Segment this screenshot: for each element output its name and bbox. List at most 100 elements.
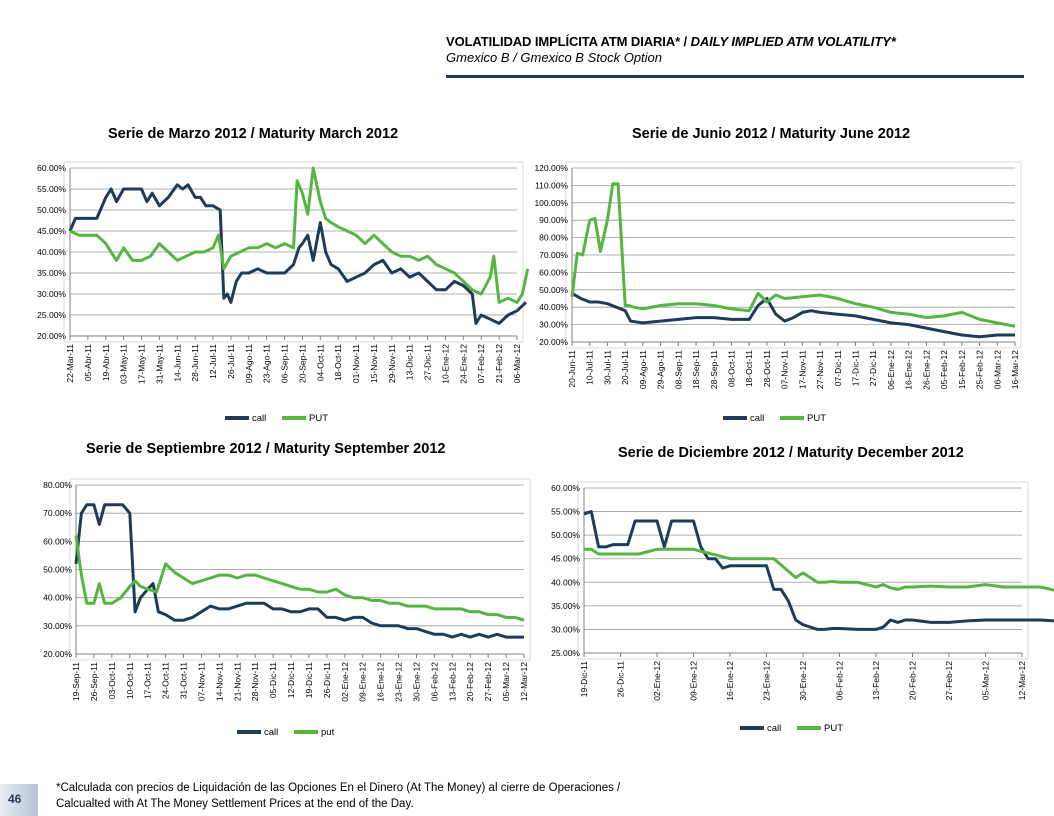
x-tick-label: 21-Feb-12	[494, 344, 504, 383]
plot-frame	[565, 161, 1022, 349]
x-tick-label: 16-Ene-12	[376, 662, 386, 702]
x-tick-label: 07-Dic-11	[833, 350, 843, 386]
x-tick-label: 20-Jul-11	[620, 350, 630, 385]
x-tick-label: 23-Ene-12	[394, 662, 404, 702]
x-tick-label: 23-Ago-11	[262, 344, 272, 383]
x-tick-label: 02-Ene-12	[652, 661, 662, 701]
page-number-tab	[0, 784, 38, 816]
x-tick-label: 27-Feb-12	[944, 661, 954, 700]
x-tick-label: 05-Dic-11	[268, 662, 278, 698]
y-tick-label: 55.00%	[37, 184, 66, 194]
x-tick-label: 12-Mar-12	[519, 662, 529, 701]
y-tick-label: 70.00%	[539, 250, 568, 260]
x-tick-label: 30-Ene-12	[798, 661, 808, 701]
chart-december: Serie de Diciembre 2012 / Maturity Decem…	[551, 445, 1054, 734]
series-line-put	[69, 166, 530, 304]
x-tick-label: 14-Nov-11	[214, 662, 224, 701]
x-tick-label: 05-Mar-12	[981, 661, 991, 700]
x-tick-label: 28-Nov-11	[250, 662, 260, 701]
x-tick-label: 05-Abr-11	[83, 344, 93, 381]
x-tick-label: 10-Oct-11	[125, 662, 135, 699]
page-number: 46	[8, 792, 22, 806]
x-tick-label: 26-Jul-11	[226, 344, 236, 379]
header-rule	[446, 75, 1024, 78]
legend-label-call: call	[767, 723, 781, 734]
x-tick-label: 18-Sep-11	[691, 350, 701, 389]
x-tick-label: 09-Ago-11	[638, 350, 648, 389]
y-tick-label: 30.00%	[37, 289, 66, 299]
x-tick-label: 08-Sep-11	[673, 350, 683, 389]
y-tick-label: 30.00%	[551, 624, 580, 634]
y-tick-label: 110.00%	[535, 180, 568, 190]
x-tick-label: 19-Dic-11	[304, 662, 314, 698]
x-tick-label: 20-Jun-11	[567, 350, 577, 388]
x-tick-label: 17-Oct-11	[143, 662, 153, 699]
plot-frame	[69, 478, 531, 661]
x-tick-label: 07-Nov-11	[780, 350, 790, 389]
y-tick-label: 50.00%	[43, 565, 72, 575]
x-tick-label: 15-Nov-11	[369, 344, 379, 383]
x-tick-label: 20-Feb-12	[465, 662, 475, 701]
x-tick-label: 10-Ene-12	[440, 344, 450, 384]
series-line-call	[68, 183, 527, 325]
series-line-call	[583, 510, 1054, 631]
x-tick-label: 03-Oct-11	[107, 662, 117, 699]
chart-title: Serie de Diciembre 2012 / Maturity Decem…	[618, 445, 964, 461]
x-tick-label: 05-Feb-12	[939, 350, 949, 389]
page-subtitle: Gmexico B / Gmexico B Stock Option	[446, 50, 663, 65]
y-tick-label: 35.00%	[37, 268, 66, 278]
series-line-call	[74, 503, 524, 639]
x-tick-label: 13-Feb-12	[447, 662, 457, 701]
legend-label-put: PUT	[309, 413, 328, 424]
legend-label-call: call	[252, 413, 266, 424]
x-tick-label: 31-Oct-11	[179, 662, 189, 699]
x-tick-label: 10-Jul-11	[585, 350, 595, 385]
x-tick-label: 09-Ene-12	[689, 661, 699, 701]
x-tick-label: 28-Oct-11	[762, 350, 772, 387]
x-tick-label: 05-Mar-12	[501, 662, 511, 701]
chart-title: Serie de Marzo 2012 / Maturity March 201…	[108, 126, 398, 142]
y-tick-label: 25.00%	[551, 648, 580, 658]
y-tick-label: 20.00%	[37, 331, 66, 341]
y-tick-label: 40.00%	[551, 577, 580, 587]
y-tick-label: 55.00%	[551, 507, 580, 517]
x-tick-label: 20-Feb-12	[908, 661, 918, 700]
x-tick-label: 19-Abr-11	[101, 344, 111, 381]
y-tick-label: 60.00%	[539, 267, 568, 277]
x-tick-label: 18-Oct-11	[333, 344, 343, 381]
x-tick-label: 08-Oct-11	[726, 350, 736, 387]
chart-june: Serie de Junio 2012 / Maturity June 2012…	[534, 126, 1022, 424]
x-tick-label: 19-Sep-11	[71, 662, 81, 701]
x-tick-label: 31-May-11	[154, 344, 164, 384]
x-tick-label: 27-Dic-11	[868, 350, 878, 386]
x-tick-label: 15-Feb-12	[957, 350, 967, 389]
y-tick-label: 40.00%	[37, 247, 66, 257]
x-tick-label: 23-Ene-12	[762, 661, 772, 701]
y-tick-label: 50.00%	[551, 530, 580, 540]
x-tick-label: 12-Dic-11	[286, 662, 296, 698]
x-tick-label: 06-Mar-12	[992, 350, 1002, 389]
x-tick-label: 20-Sep-11	[297, 344, 307, 383]
page-title: VOLATILIDAD IMPLÍCITA ATM DIARIA* / DAIL…	[446, 34, 1026, 49]
x-tick-label: 18-Oct-11	[744, 350, 754, 387]
y-tick-label: 45.00%	[551, 554, 580, 564]
chart-september: Serie de Septiembre 2012 / Maturity Sept…	[43, 441, 531, 738]
x-tick-label: 28-Sep-11	[709, 350, 719, 389]
footnote-line-1: *Calculada con precios de Liquidación de…	[56, 782, 621, 794]
x-tick-label: 06-Ene-12	[886, 350, 896, 390]
x-tick-label: 17-Nov-11	[797, 350, 807, 389]
x-tick-label: 22-Mar-11	[65, 344, 75, 383]
x-tick-label: 28-Jun-11	[190, 344, 200, 382]
footnote: *Calculada con precios de Liquidación de…	[56, 780, 736, 812]
x-tick-label: 24-Oct-11	[161, 662, 171, 699]
legend-label-put: PUT	[807, 413, 826, 424]
y-tick-label: 80.00%	[539, 233, 568, 243]
x-tick-label: 13-Dic-11	[405, 344, 415, 380]
x-tick-label: 19-Dic-11	[579, 661, 589, 697]
legend-label-put: put	[321, 727, 335, 738]
x-tick-label: 12-Mar-12	[1017, 661, 1027, 700]
y-tick-label: 25.00%	[37, 310, 66, 320]
y-tick-label: 80.00%	[43, 480, 72, 490]
